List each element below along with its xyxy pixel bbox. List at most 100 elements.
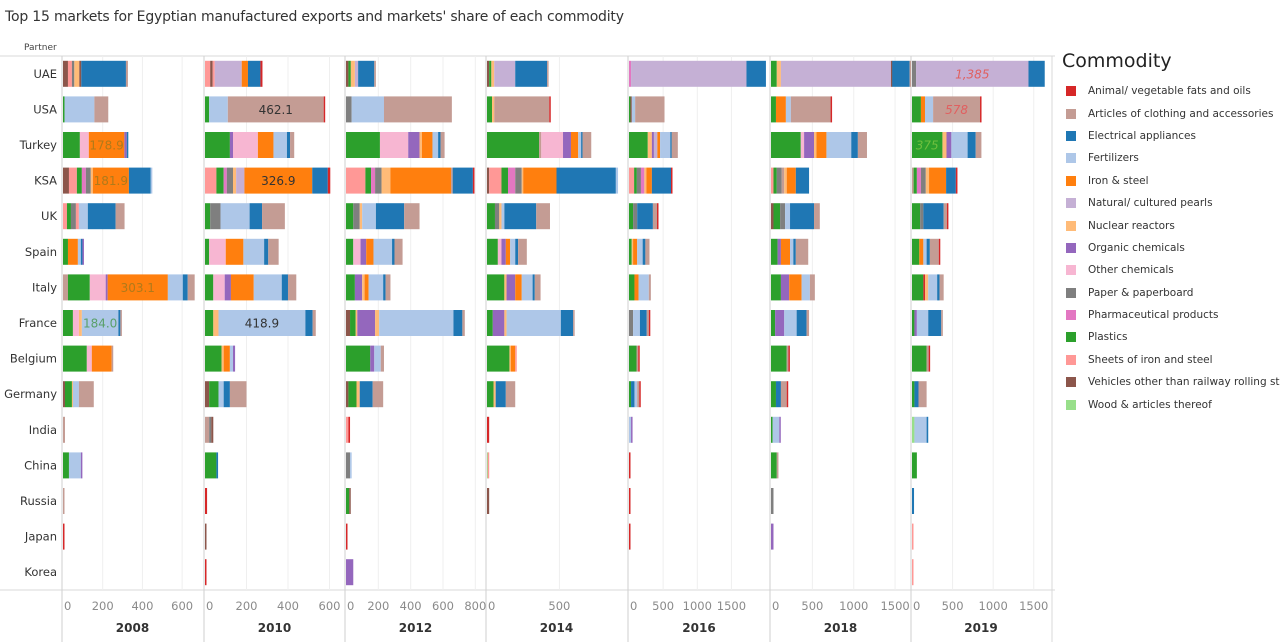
bar-segment-articles-of-clothing-and-accessories[interactable] <box>939 274 944 301</box>
bar-2018-turkey[interactable] <box>771 132 867 158</box>
bar-segment-vehicles-other-than-railway-rolling-stock[interactable] <box>205 523 207 550</box>
bar-segment-nuclear-reactors[interactable] <box>509 345 511 372</box>
bar-segment-electrical-appliances[interactable] <box>937 274 940 301</box>
bar-segment-plastics[interactable] <box>67 274 90 301</box>
bar-2019-spain[interactable] <box>912 238 941 265</box>
bar-2018-spain[interactable] <box>771 238 809 265</box>
bar-2019-france[interactable] <box>912 310 943 336</box>
bar-segment-organic-chemicals[interactable] <box>779 416 781 443</box>
bar-segment-plastics[interactable] <box>912 310 915 336</box>
bar-2019-uk[interactable] <box>912 203 949 230</box>
bar-segment-fertilizers[interactable] <box>785 96 791 123</box>
bar-2018-uk[interactable] <box>771 203 820 230</box>
bar-segment-iron-steel[interactable] <box>919 238 924 265</box>
bar-2016-italy[interactable] <box>629 274 651 301</box>
bar-2014-uk[interactable] <box>487 203 550 230</box>
bar-segment-sheets-of-iron-and-steel[interactable] <box>912 523 914 550</box>
bar-2018-germany[interactable] <box>771 381 789 408</box>
bar-segment-vehicles-other-than-railway-rolling-stock[interactable] <box>63 60 68 87</box>
bar-segment-vehicles-other-than-railway-rolling-stock[interactable] <box>487 488 490 514</box>
bar-segment-fertilizers[interactable] <box>64 96 95 123</box>
bar-segment-plastics[interactable] <box>629 203 634 230</box>
bar-segment-plastics[interactable] <box>773 167 777 194</box>
bar-segment-organic-chemicals[interactable] <box>914 310 917 336</box>
bar-segment-plastics[interactable] <box>771 416 773 443</box>
bar-2012-uk[interactable] <box>346 203 420 230</box>
legend-item-natural-cultured-pearls[interactable]: Natural/ cultured pearls <box>1062 192 1280 214</box>
bar-2014-ksa[interactable] <box>487 167 619 194</box>
bar-segment-plastics[interactable] <box>216 167 224 194</box>
bar-segment-articles-of-clothing-and-accessories[interactable] <box>534 274 541 301</box>
bar-2012-spain[interactable] <box>346 238 403 265</box>
bar-segment-fertilizers[interactable] <box>578 132 582 158</box>
bar-segment-natural-cultured-pearls[interactable] <box>916 60 1029 87</box>
bar-segment-electrical-appliances[interactable] <box>126 132 129 158</box>
bar-segment-iron-steel[interactable] <box>505 238 511 265</box>
bar-segment-paper-paperboard[interactable] <box>920 203 924 230</box>
bar-segment-other-chemicals[interactable] <box>86 345 92 372</box>
bar-2014-belgium[interactable] <box>487 345 517 372</box>
legend-item-other-chemicals[interactable]: Other chemicals <box>1062 259 1280 281</box>
bar-segment-nuclear-reactors[interactable] <box>90 167 93 194</box>
bar-2008-turkey[interactable]: 178.9 <box>63 132 129 158</box>
bar-segment-electrical-appliances[interactable] <box>223 381 230 408</box>
bar-segment-plastics[interactable] <box>629 238 632 265</box>
bar-segment-organic-chemicals[interactable] <box>105 274 108 301</box>
bar-2012-russia[interactable] <box>346 488 351 514</box>
bar-segment-animal-vegetable-fats-and-oils[interactable] <box>786 381 789 408</box>
bar-segment-organic-chemicals[interactable] <box>651 132 654 158</box>
bar-segment-articles-of-clothing-and-accessories[interactable] <box>635 96 665 123</box>
bar-segment-nuclear-reactors[interactable] <box>925 167 930 194</box>
bar-segment-plastics[interactable] <box>489 60 492 87</box>
bar-segment-electrical-appliances[interactable] <box>851 132 858 158</box>
bar-segment-iron-steel[interactable] <box>244 167 313 194</box>
bar-segment-electrical-appliances[interactable] <box>281 274 288 301</box>
bar-segment-paper-paperboard[interactable] <box>771 488 774 514</box>
bar-segment-sheets-of-iron-and-steel[interactable] <box>205 167 217 194</box>
bar-segment-fertilizers[interactable] <box>660 132 671 158</box>
bar-segment-organic-chemicals[interactable] <box>357 310 376 336</box>
bar-segment-plastics[interactable] <box>66 203 71 230</box>
bar-segment-plastics[interactable] <box>771 310 776 336</box>
bar-2010-germany[interactable] <box>205 381 247 408</box>
bar-segment-fertilizers[interactable] <box>631 96 636 123</box>
bar-2019-usa[interactable]: 578 <box>912 96 982 123</box>
bar-segment-vehicles-other-than-railway-rolling-stock[interactable] <box>63 167 69 194</box>
bar-segment-plastics[interactable] <box>912 96 921 123</box>
bar-segment-articles-of-clothing-and-accessories[interactable] <box>975 132 982 158</box>
bar-2016-turkey[interactable] <box>629 132 678 158</box>
bar-segment-fertilizers[interactable] <box>220 203 250 230</box>
bar-segment-iron-steel[interactable] <box>789 274 802 301</box>
bar-segment-iron-steel[interactable] <box>780 238 791 265</box>
bar-segment-organic-chemicals[interactable] <box>506 274 516 301</box>
bar-segment-articles-of-clothing-and-accessories[interactable] <box>125 60 128 87</box>
bar-segment-fertilizers[interactable] <box>634 381 638 408</box>
bar-2008-uae[interactable] <box>63 60 128 87</box>
bar-segment-animal-vegetable-fats-and-oils[interactable] <box>327 167 331 194</box>
bar-segment-articles-of-clothing-and-accessories[interactable] <box>809 274 815 301</box>
bar-segment-plastics[interactable] <box>205 310 214 336</box>
bar-segment-electrical-appliances[interactable] <box>128 167 151 194</box>
bar-segment-plastics[interactable] <box>912 452 917 479</box>
bar-segment-articles-of-clothing-and-accessories[interactable] <box>582 132 592 158</box>
bar-segment-electrical-appliances[interactable] <box>216 452 219 479</box>
bar-segment-vehicles-other-than-railway-rolling-stock[interactable] <box>346 381 349 408</box>
bar-segment-nuclear-reactors[interactable] <box>776 60 781 87</box>
bar-segment-pharmaceutical-products[interactable] <box>507 167 516 194</box>
bar-segment-electrical-appliances[interactable] <box>926 238 930 265</box>
bar-segment-articles-of-clothing-and-accessories[interactable] <box>372 381 384 408</box>
bar-segment-plastics[interactable] <box>350 310 356 336</box>
bar-segment-iron-steel[interactable] <box>88 132 125 158</box>
bar-segment-fertilizers[interactable] <box>629 416 632 443</box>
bar-segment-articles-of-clothing-and-accessories[interactable] <box>380 345 384 372</box>
bar-segment-plastics[interactable] <box>771 381 776 408</box>
bar-segment-electrical-appliances[interactable] <box>670 132 672 158</box>
bar-2012-usa[interactable] <box>346 96 452 123</box>
bar-segment-nuclear-reactors[interactable] <box>492 96 495 123</box>
bar-segment-articles-of-clothing-and-accessories[interactable] <box>636 345 639 372</box>
bar-segment-articles-of-clothing-and-accessories[interactable] <box>573 310 575 336</box>
bar-segment-organic-chemicals[interactable] <box>775 310 785 336</box>
bar-segment-fertilizers[interactable] <box>638 274 649 301</box>
bar-segment-paper-paperboard[interactable] <box>515 167 522 194</box>
bar-segment-other-chemicals[interactable] <box>89 274 106 301</box>
